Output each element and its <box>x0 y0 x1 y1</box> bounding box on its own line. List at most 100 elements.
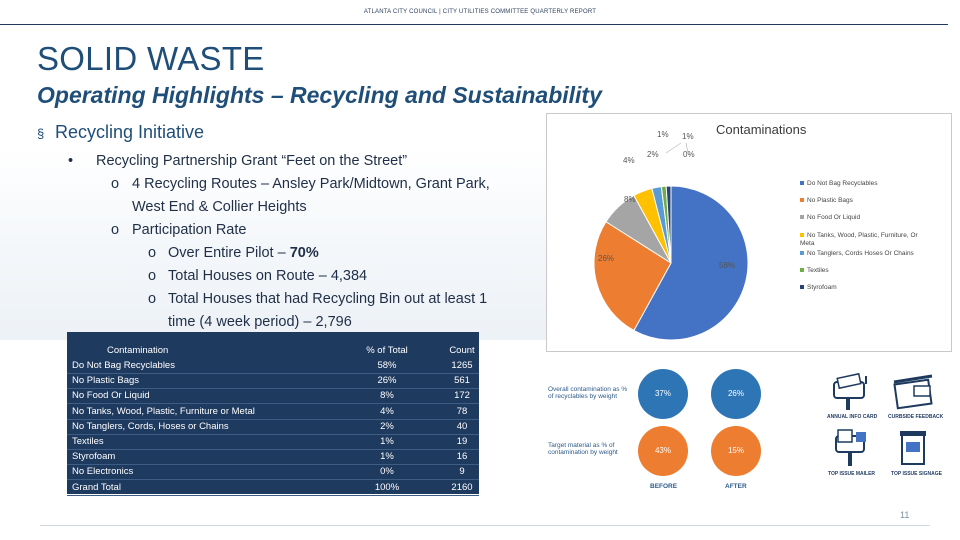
table-row: No Food Or Liquid 8% 172 <box>67 389 479 404</box>
bullet-recycling-initiative: § Recycling Initiative <box>37 122 204 143</box>
legend-swatch <box>800 233 804 238</box>
table-row: Grand Total 100% 2160 <box>67 481 479 496</box>
legend-item: Styrofoam <box>800 284 837 291</box>
sub-bullet-icon: o <box>148 291 157 307</box>
cell-name: No Tanks, Wood, Plastic, Furniture or Me… <box>72 405 255 417</box>
cell-count: 1265 <box>451 360 473 371</box>
cell-name: No Plastic Bags <box>72 375 140 387</box>
icon-label-annual: ANNUAL INFO CARD <box>827 414 878 420</box>
legend-label: No Food Or Liquid <box>807 214 861 221</box>
chart-title: Contaminations <box>716 122 807 137</box>
cell-count: 2160 <box>451 481 473 493</box>
page-subtitle: Operating Highlights – Recycling and Sus… <box>37 82 602 108</box>
row-divider <box>67 494 479 496</box>
cell-count: 78 <box>456 405 468 417</box>
curbside-bin-icon <box>893 374 933 410</box>
legend-label: No Plastic Bags <box>807 197 853 204</box>
pie-data-label: 58% <box>719 261 735 270</box>
legend-label: No Tanks, Wood, Plastic, Furniture, Or M… <box>800 232 918 247</box>
row-divider <box>67 433 479 435</box>
cell-name: No Tanglers, Cords, Hoses or Chains <box>72 420 229 432</box>
bin-out-text: Total Houses that had Recycling Bin out … <box>168 291 488 307</box>
pilot-rate-value: 70% <box>289 245 319 261</box>
legend-item: Do Not Bag Recyclables <box>800 180 877 187</box>
cell-percent: 26% <box>377 375 397 387</box>
bullet-text: Recycling Initiative <box>55 122 205 142</box>
background-photo <box>0 150 590 340</box>
table-row: No Tanks, Wood, Plastic, Furniture or Me… <box>67 405 479 420</box>
after-label: AFTER <box>725 483 747 490</box>
leader-line <box>665 142 682 154</box>
legend-item: Textiles <box>800 267 829 274</box>
sub-bullet-icon: o <box>148 245 157 261</box>
cell-percent: 8% <box>380 390 394 402</box>
cell-name: No Food Or Liquid <box>72 390 150 402</box>
row-divider <box>67 464 479 466</box>
report-header: ATLANTA CITY COUNCIL | CITY UTILITIES CO… <box>363 9 597 15</box>
square-bullet-icon: § <box>37 125 45 141</box>
legend-swatch <box>800 198 804 203</box>
signage-bin-icon <box>900 431 926 465</box>
legend-label: Styrofoam <box>807 284 837 291</box>
cell-percent: 100% <box>374 481 400 493</box>
header-contamination: Contamination <box>107 345 169 356</box>
cell-count: 9 <box>459 466 465 478</box>
cell-percent: 1% <box>380 451 394 463</box>
before-overall-circle: 37% <box>638 369 688 419</box>
bullet-grant: Recycling Partnership Grant “Feet on the… <box>96 153 408 169</box>
cell-name: Do Not Bag Recyclables <box>72 360 175 371</box>
pie-data-label: 2% <box>647 150 659 159</box>
icon-label-mailer: TOP ISSUE MAILER <box>828 471 876 477</box>
legend-item: No Tanks, Wood, Plastic, Furniture, Or M… <box>800 232 930 248</box>
footer-divider <box>40 525 930 526</box>
participation-rate-text: Participation Rate <box>132 222 247 238</box>
cell-name: No Electronics <box>72 466 134 478</box>
page-number: 11 <box>900 510 910 520</box>
mailbox-card-icon <box>833 372 867 410</box>
cell-percent: 2% <box>380 420 394 432</box>
pie-data-label: 1% <box>657 130 669 139</box>
table-row: Styrofoam 1% 16 <box>67 450 479 465</box>
pie-data-label: 1% <box>682 132 694 141</box>
sub-bullet-icon: o <box>111 176 120 192</box>
table-row: No Plastic Bags 26% 561 <box>67 374 479 389</box>
row-divider <box>67 373 479 374</box>
total-houses-text: Total Houses on Route – 4,384 <box>168 268 368 284</box>
header-count: Count <box>449 345 475 356</box>
legend-item: No Plastic Bags <box>800 197 853 204</box>
pie-data-label: 26% <box>598 254 614 263</box>
row-divider <box>67 479 479 481</box>
table-row: Do Not Bag Recyclables 58% 1265 <box>67 359 479 374</box>
legend-swatch <box>800 215 804 220</box>
cell-name: Styrofoam <box>72 451 116 463</box>
pie-chart: 58% 26% 8% 4% 2% 1% 1% 0% <box>593 130 749 341</box>
pie-data-label: 4% <box>623 156 635 165</box>
legend-swatch <box>800 181 804 186</box>
legend-swatch <box>800 285 804 290</box>
cell-count: 16 <box>456 451 468 463</box>
pie-slice <box>665 185 672 264</box>
cell-name: Grand Total <box>72 481 121 493</box>
bullet-dot-icon: • <box>68 153 74 169</box>
row-divider <box>67 388 479 390</box>
pie-data-label: 0% <box>683 150 695 159</box>
legend-swatch <box>800 251 804 256</box>
cell-name: Textiles <box>72 436 104 447</box>
table-row: Textiles 1% 19 <box>67 435 479 450</box>
leader-line <box>685 142 689 154</box>
after-target-circle: 15% <box>711 426 761 476</box>
cell-count: 19 <box>456 436 468 447</box>
before-label: BEFORE <box>650 483 678 490</box>
legend-label: No Tanglers, Cords Hoses Or Chains <box>807 250 914 257</box>
cell-count: 40 <box>456 420 468 432</box>
pie-data-label: 8% <box>624 195 636 204</box>
header-percent: % of Total <box>366 345 408 356</box>
routes-text: 4 Recycling Routes – Ansley Park/Midtown… <box>132 176 490 192</box>
row-divider <box>67 403 479 405</box>
cell-percent: 0% <box>380 466 394 478</box>
pie-slice <box>593 221 672 332</box>
legend-label: Do Not Bag Recyclables <box>807 180 878 187</box>
table-header-row: Contamination % of Total Count <box>67 344 479 359</box>
contamination-table: Contamination % of Total Count Do Not Bag R… <box>67 332 479 496</box>
legend-swatch <box>800 268 804 273</box>
